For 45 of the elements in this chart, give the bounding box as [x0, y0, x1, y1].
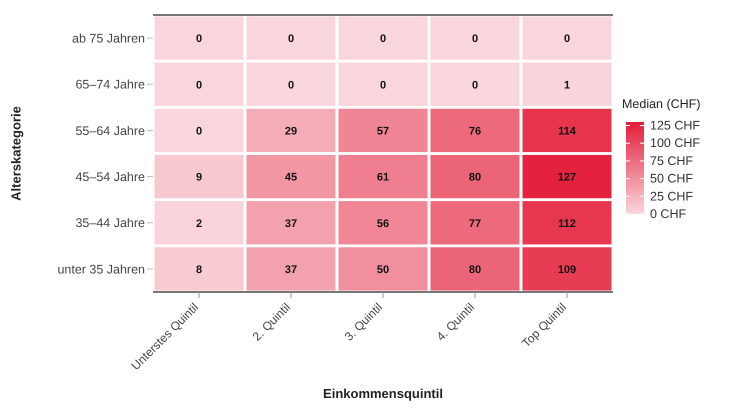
data-label: 112: [558, 218, 576, 230]
x-axis-title: Einkommensquintil: [323, 386, 443, 401]
data-label: 0: [380, 79, 386, 92]
data-label: 37: [284, 218, 298, 230]
data-label: 80: [468, 264, 482, 276]
color-bar-label: 0 CHF: [650, 207, 686, 221]
data-label: 61: [376, 172, 390, 184]
y-tick-label: 35–44 Jahre: [75, 216, 146, 230]
data-label: 37: [284, 264, 298, 276]
y-tick-label: ab 75 Jahren: [72, 32, 146, 46]
data-label: 0: [472, 79, 478, 92]
data-label: 9: [196, 172, 202, 184]
data-label: 77: [468, 218, 482, 230]
data-label: 50: [376, 264, 390, 276]
data-label: 57: [376, 125, 390, 138]
data-label: 0: [196, 79, 202, 92]
y-axis-title: Alterskategorie: [8, 106, 24, 201]
y-tick-label: 45–54 Jahre: [75, 170, 146, 184]
color-bar-label: 125 CHF: [650, 118, 700, 133]
data-label: 76: [468, 125, 482, 138]
color-bar-label: 25 CHF: [650, 189, 694, 204]
data-label: 29: [284, 125, 298, 138]
data-label: 0: [380, 33, 386, 46]
data-label: 1: [564, 79, 570, 92]
data-label: 0: [564, 33, 570, 46]
legend-title: Median (CHF): [622, 97, 700, 111]
data-label: 114: [558, 125, 577, 138]
data-label: 0: [288, 79, 294, 92]
data-label: 80: [468, 172, 482, 184]
data-label: 0: [196, 33, 202, 46]
color-bar-label: 75 CHF: [650, 154, 694, 168]
data-label: 45: [284, 172, 298, 184]
y-tick-label: 65–74 Jahre: [75, 78, 146, 92]
y-tick-label: 55–64 Jahre: [75, 124, 146, 138]
color-bar-label: 50 CHF: [650, 172, 694, 186]
data-label: 8: [196, 264, 202, 276]
data-label: 0: [196, 125, 202, 138]
data-label: 56: [376, 218, 390, 230]
data-label: 0: [472, 33, 478, 46]
data-label: 127: [558, 172, 576, 184]
color-bar-label: 100 CHF: [650, 136, 700, 150]
data-label: 2: [196, 218, 202, 230]
data-label: 0: [288, 33, 294, 46]
data-label: 109: [558, 264, 576, 276]
y-tick-label: unter 35 Jahren: [57, 262, 146, 276]
